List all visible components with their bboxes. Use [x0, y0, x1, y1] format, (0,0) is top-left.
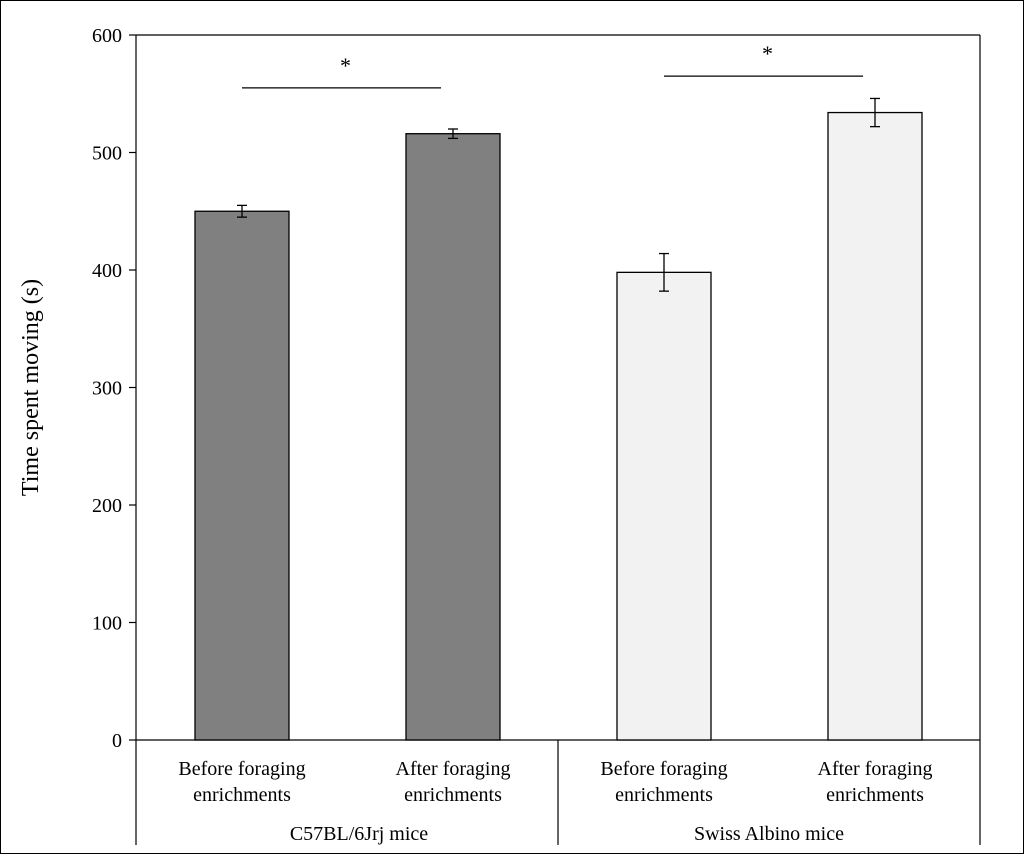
category-label: Before foraging — [178, 758, 305, 780]
group-label: C57BL/6Jrj mice — [290, 823, 428, 845]
bar — [827, 111, 923, 741]
bar — [405, 133, 501, 741]
bar — [616, 271, 712, 741]
category-label: enrichments — [193, 784, 291, 806]
category-label: enrichments — [404, 784, 502, 806]
category-label: enrichments — [615, 784, 713, 806]
y-tick-label: 600 — [92, 25, 122, 47]
y-tick-label: 100 — [92, 613, 122, 635]
category-label: After foraging — [818, 758, 933, 780]
y-tick-label: 400 — [92, 260, 122, 282]
bar — [194, 210, 290, 741]
category-label: enrichments — [826, 784, 924, 806]
y-tick-label: 300 — [92, 378, 122, 400]
significance-star: * — [340, 53, 351, 78]
y-tick-label: 500 — [92, 143, 122, 165]
y-tick-label: 0 — [112, 730, 122, 752]
group-label: Swiss Albino mice — [694, 823, 844, 845]
category-label: After foraging — [396, 758, 511, 780]
y-axis-label: Time spent moving (s) — [18, 279, 44, 496]
y-tick-label: 200 — [92, 495, 122, 517]
significance-star: * — [762, 41, 773, 66]
category-label: Before foraging — [600, 758, 727, 780]
